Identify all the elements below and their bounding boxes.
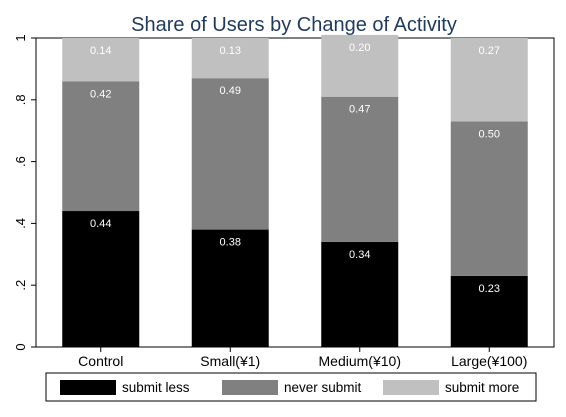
data-label: 0.34 [349, 249, 370, 261]
y-tick-label: .8 [13, 94, 28, 105]
y-tick-label: 1 [13, 34, 28, 41]
legend-label: never submit [284, 380, 362, 395]
bar-segment-submit-less [62, 211, 140, 347]
bar-segment-never-submit [450, 121, 528, 276]
data-label: 0.42 [90, 88, 111, 100]
x-tick-label: Control [78, 353, 123, 369]
data-label: 0.44 [90, 218, 111, 230]
bar-segment-submit-less [450, 275, 528, 347]
data-label: 0.14 [90, 45, 111, 57]
data-label: 0.13 [220, 45, 241, 57]
data-label: 0.49 [220, 85, 241, 97]
data-label: 0.50 [479, 128, 500, 140]
legend-swatch [60, 380, 116, 395]
y-tick-label: 0 [13, 343, 28, 350]
data-label: 0.27 [479, 45, 500, 57]
bar-segment-never-submit [62, 81, 140, 212]
legend-box [45, 372, 537, 402]
legend-label: submit less [122, 380, 190, 395]
data-label: 0.23 [479, 283, 500, 295]
legend: submit less never submit submit more [45, 372, 537, 402]
bar-segment-submit-more [450, 38, 528, 122]
x-tick-label: Medium(¥10) [319, 353, 401, 369]
chart-title: Share of Users by Change of Activity [131, 14, 457, 36]
bar-segment-submit-more [62, 38, 140, 82]
bar-segment-submit-less [191, 229, 269, 347]
bar-segment-never-submit [321, 96, 399, 242]
bar-segment-submit-less [321, 241, 399, 347]
data-label: 0.38 [220, 237, 241, 249]
plot-frame [35, 37, 555, 348]
y-tick-label: .6 [13, 156, 28, 167]
x-tick-label: Small(¥1) [200, 353, 260, 369]
bar-segment-submit-more [321, 34, 399, 97]
bar-segment-never-submit [191, 78, 269, 230]
x-tick-label: Large(¥100) [451, 353, 527, 369]
data-label: 0.20 [349, 42, 370, 54]
legend-swatch [383, 380, 439, 395]
data-label: 0.47 [349, 104, 370, 116]
plot-area: 0 .2 .4 .6 .8 1 0.44 0.42 0.14 Control 0.38 0.49 0.1… [13, 34, 555, 369]
y-tick-label: .4 [13, 218, 28, 229]
y-tick-label: .2 [13, 280, 28, 291]
bar-segment-submit-more [191, 38, 269, 79]
legend-swatch [222, 380, 278, 395]
legend-label: submit more [445, 380, 519, 395]
